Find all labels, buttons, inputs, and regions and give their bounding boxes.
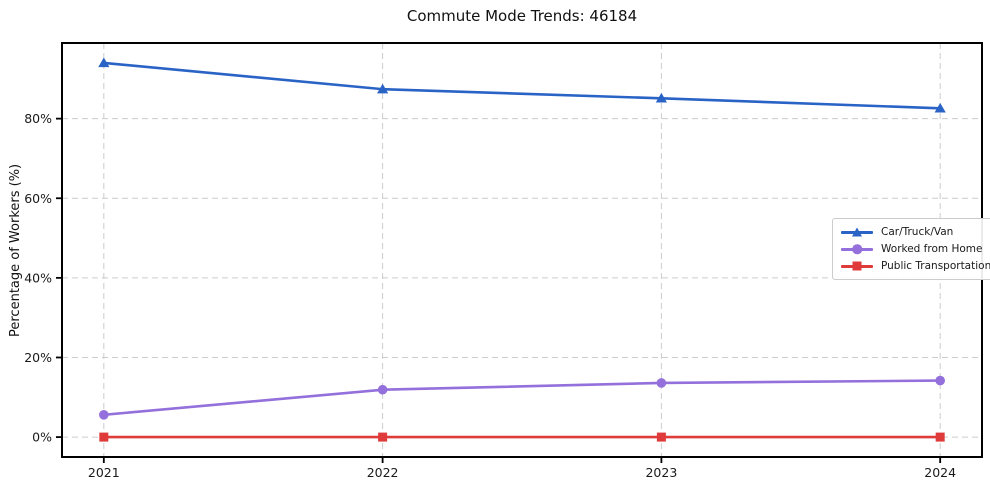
data-point-marker — [934, 102, 946, 113]
x-tick-label: 2023 — [645, 465, 677, 480]
circle-marker-icon — [852, 244, 862, 254]
legend-item-worked-from-home: Worked from Home — [841, 242, 990, 256]
data-point-marker — [99, 410, 109, 420]
y-tick-label: 80% — [24, 111, 52, 126]
data-point-marker — [656, 378, 667, 388]
legend-sample-line — [841, 260, 873, 272]
y-tick-label: 0% — [32, 430, 52, 445]
legend-label: Worked from Home — [881, 243, 983, 255]
data-point-marker — [935, 375, 945, 386]
y-tick-label: 40% — [24, 270, 52, 285]
x-tick-label: 2021 — [88, 465, 120, 480]
x-tick-label: 2024 — [924, 465, 956, 480]
x-tick-label: 2022 — [367, 465, 399, 480]
series-line-car-truck-van — [102, 61, 942, 110]
data-point-marker — [935, 432, 945, 442]
square-marker-icon — [852, 261, 862, 271]
data-point-marker — [655, 92, 667, 103]
legend: Car/Truck/Van Worked from Home Public Tran… — [832, 218, 990, 280]
legend-item-public-transportation: Public Transportation — [841, 259, 990, 273]
data-point-marker — [377, 83, 389, 94]
y-tick-label: 20% — [24, 350, 52, 365]
legend-sample-line — [841, 243, 873, 255]
series-line-worked-from-home — [102, 379, 942, 417]
data-point-marker — [377, 384, 388, 395]
legend-label: Public Transportation — [881, 260, 990, 272]
data-point-marker — [99, 432, 109, 442]
data-point-marker — [378, 432, 388, 442]
chart-title: Commute Mode Trends: 46184 — [406, 7, 638, 25]
y-tick-label: 60% — [24, 191, 52, 206]
triangle-marker-icon — [852, 227, 862, 237]
legend-item-car-truck-van: Car/Truck/Van — [841, 225, 990, 239]
legend-label: Car/Truck/Van — [881, 226, 954, 238]
legend-sample-line — [841, 226, 873, 238]
data-point-marker — [98, 57, 110, 68]
data-point-marker — [656, 432, 666, 442]
